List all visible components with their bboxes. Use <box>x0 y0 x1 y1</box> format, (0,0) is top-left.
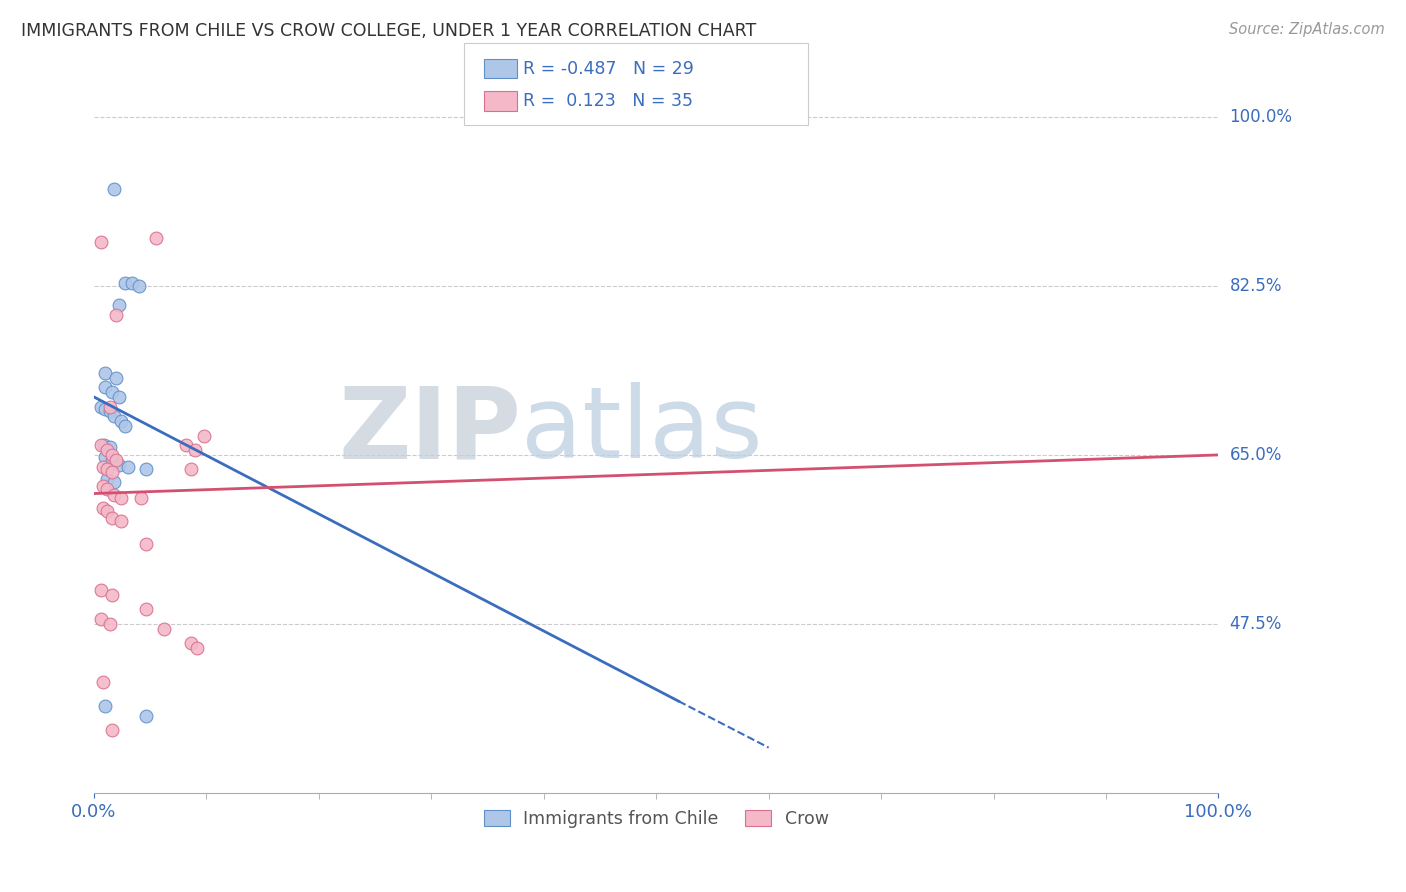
Point <box>184 443 207 458</box>
Point <box>121 276 143 290</box>
Point <box>101 452 124 467</box>
Point <box>135 602 157 616</box>
Point <box>107 298 129 312</box>
Point <box>186 641 208 656</box>
Text: atlas: atlas <box>522 383 763 479</box>
Text: R = -0.487   N = 29: R = -0.487 N = 29 <box>523 60 695 78</box>
Point <box>103 409 125 424</box>
Point <box>96 472 118 486</box>
Text: IMMIGRANTS FROM CHILE VS CROW COLLEGE, UNDER 1 YEAR CORRELATION CHART: IMMIGRANTS FROM CHILE VS CROW COLLEGE, U… <box>21 22 756 40</box>
Point <box>117 459 139 474</box>
Point <box>94 450 117 464</box>
Point <box>105 452 128 467</box>
Point <box>107 390 129 404</box>
Text: 82.5%: 82.5% <box>1230 277 1282 295</box>
Text: 100.0%: 100.0% <box>1230 108 1292 126</box>
Point <box>135 708 157 723</box>
Point <box>101 465 124 479</box>
Point <box>96 482 118 496</box>
Point <box>96 443 118 458</box>
Point <box>101 448 124 462</box>
Point <box>103 475 125 489</box>
Point <box>180 462 202 476</box>
Point <box>90 438 112 452</box>
Point <box>110 414 132 428</box>
Point <box>152 622 174 636</box>
Legend: Immigrants from Chile, Crow: Immigrants from Chile, Crow <box>477 803 835 835</box>
Point <box>129 491 152 506</box>
Point <box>128 278 150 293</box>
Point <box>193 428 215 442</box>
Point <box>93 438 115 452</box>
Point <box>90 583 112 598</box>
Point <box>180 636 202 650</box>
Point <box>110 491 132 506</box>
Point <box>90 400 112 414</box>
Text: ZIP: ZIP <box>339 383 522 479</box>
Point <box>101 588 124 602</box>
Text: Source: ZipAtlas.com: Source: ZipAtlas.com <box>1229 22 1385 37</box>
Point <box>114 276 136 290</box>
Point <box>94 699 117 714</box>
Point <box>135 462 157 476</box>
Point <box>96 504 118 518</box>
Point <box>90 612 112 626</box>
Text: 65.0%: 65.0% <box>1230 446 1282 464</box>
Point <box>105 370 128 384</box>
Point <box>91 459 114 474</box>
Point <box>94 380 117 394</box>
Point <box>98 404 121 418</box>
Point <box>98 617 121 632</box>
Point <box>90 235 112 250</box>
Point <box>101 510 124 524</box>
Point <box>91 501 114 516</box>
Point <box>145 230 167 244</box>
Point <box>103 182 125 196</box>
Point <box>96 462 118 476</box>
Point <box>94 366 117 380</box>
Point <box>101 385 124 400</box>
Point <box>107 458 129 472</box>
Point <box>114 419 136 434</box>
Point <box>94 401 117 416</box>
Point <box>174 438 197 452</box>
Text: 47.5%: 47.5% <box>1230 615 1282 633</box>
Text: R =  0.123   N = 35: R = 0.123 N = 35 <box>523 92 693 110</box>
Point <box>135 537 157 551</box>
Point <box>91 674 114 689</box>
Point <box>110 514 132 528</box>
Point <box>101 723 124 738</box>
Point <box>105 308 128 322</box>
Point <box>91 479 114 493</box>
Point <box>103 488 125 502</box>
Point <box>98 440 121 454</box>
Point <box>98 400 121 414</box>
